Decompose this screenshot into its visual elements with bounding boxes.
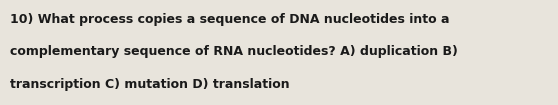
Text: 10) What process copies a sequence of DNA nucleotides into a: 10) What process copies a sequence of DN… xyxy=(10,13,450,26)
Text: complementary sequence of RNA nucleotides? A) duplication B): complementary sequence of RNA nucleotide… xyxy=(10,45,458,58)
Text: transcription C) mutation D) translation: transcription C) mutation D) translation xyxy=(10,78,290,91)
